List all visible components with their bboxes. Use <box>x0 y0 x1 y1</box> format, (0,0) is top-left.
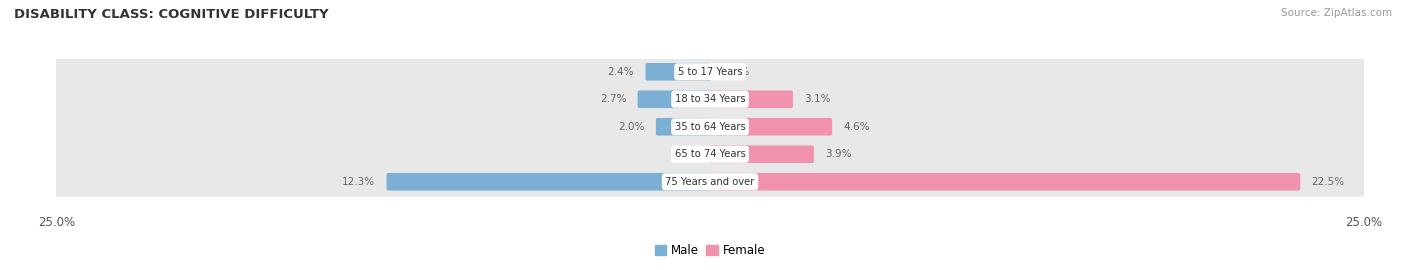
FancyBboxPatch shape <box>645 63 711 80</box>
FancyBboxPatch shape <box>709 118 832 136</box>
Text: Source: ZipAtlas.com: Source: ZipAtlas.com <box>1281 8 1392 18</box>
FancyBboxPatch shape <box>709 146 814 163</box>
Text: DISABILITY CLASS: COGNITIVE DIFFICULTY: DISABILITY CLASS: COGNITIVE DIFFICULTY <box>14 8 329 21</box>
Text: 18 to 34 Years: 18 to 34 Years <box>675 94 745 104</box>
Legend: Male, Female: Male, Female <box>650 240 770 262</box>
Text: 5 to 17 Years: 5 to 17 Years <box>678 67 742 77</box>
FancyBboxPatch shape <box>387 173 711 191</box>
Text: 0.0%: 0.0% <box>671 149 697 159</box>
Text: 2.7%: 2.7% <box>600 94 626 104</box>
FancyBboxPatch shape <box>637 90 711 108</box>
Text: 75 Years and over: 75 Years and over <box>665 177 755 187</box>
FancyBboxPatch shape <box>52 85 1368 114</box>
FancyBboxPatch shape <box>709 90 793 108</box>
Text: 65 to 74 Years: 65 to 74 Years <box>675 149 745 159</box>
FancyBboxPatch shape <box>709 173 1301 191</box>
Text: 3.9%: 3.9% <box>825 149 852 159</box>
Text: 2.4%: 2.4% <box>607 67 634 77</box>
Text: 2.0%: 2.0% <box>619 122 644 132</box>
FancyBboxPatch shape <box>655 118 711 136</box>
Text: 22.5%: 22.5% <box>1312 177 1344 187</box>
FancyBboxPatch shape <box>52 167 1368 197</box>
Text: 12.3%: 12.3% <box>342 177 375 187</box>
FancyBboxPatch shape <box>52 112 1368 141</box>
Text: 35 to 64 Years: 35 to 64 Years <box>675 122 745 132</box>
Text: 0.0%: 0.0% <box>723 67 749 77</box>
FancyBboxPatch shape <box>52 57 1368 87</box>
Text: 4.6%: 4.6% <box>844 122 870 132</box>
FancyBboxPatch shape <box>52 139 1368 169</box>
Text: 3.1%: 3.1% <box>804 94 831 104</box>
